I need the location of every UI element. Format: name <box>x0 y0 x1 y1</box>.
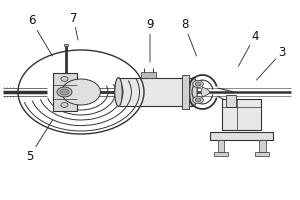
Bar <box>226 95 236 107</box>
Bar <box>255 152 269 156</box>
Text: 3: 3 <box>256 46 286 80</box>
Bar <box>182 75 189 109</box>
Bar <box>64 44 68 46</box>
Circle shape <box>61 79 100 105</box>
Text: 9: 9 <box>146 19 154 62</box>
Bar <box>214 152 228 156</box>
Text: 7: 7 <box>70 11 78 40</box>
Ellipse shape <box>115 78 122 106</box>
Bar <box>118 78 194 106</box>
Circle shape <box>193 80 203 88</box>
Bar <box>259 140 266 152</box>
Text: 8: 8 <box>181 19 197 56</box>
Bar <box>218 140 224 152</box>
Circle shape <box>60 89 69 95</box>
Circle shape <box>193 96 203 104</box>
Circle shape <box>61 103 68 107</box>
Circle shape <box>61 77 68 81</box>
Bar <box>141 72 156 78</box>
Circle shape <box>57 87 72 97</box>
Polygon shape <box>201 87 210 97</box>
Circle shape <box>195 98 201 102</box>
Bar <box>210 132 273 140</box>
Circle shape <box>195 82 201 86</box>
Bar <box>222 99 261 130</box>
Text: 5: 5 <box>26 120 52 162</box>
Ellipse shape <box>190 78 197 106</box>
Bar <box>52 73 76 111</box>
Text: 6: 6 <box>28 15 52 56</box>
Text: 4: 4 <box>238 29 259 66</box>
